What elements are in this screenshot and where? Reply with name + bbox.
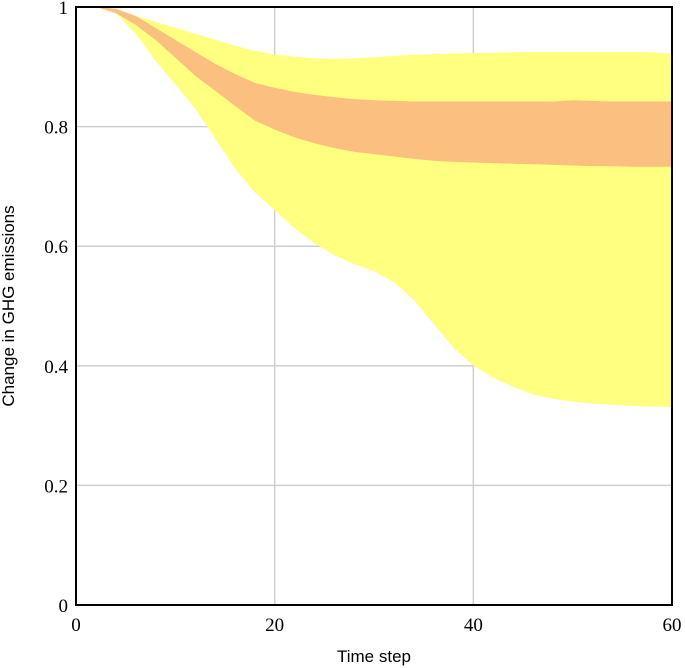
outer-band xyxy=(76,7,672,408)
inner-band xyxy=(76,7,672,167)
y-tick-label: 0.2 xyxy=(44,476,68,497)
x-tick-label: 40 xyxy=(464,615,483,636)
plot-frame xyxy=(75,6,673,606)
y-tick-label: 0.4 xyxy=(44,357,68,378)
y-tick-label: 0.8 xyxy=(44,118,68,139)
x-tick-label: 20 xyxy=(265,615,284,636)
x-axis-title: Time step xyxy=(337,647,411,666)
y-axis-title: Change in GHG emissions xyxy=(0,205,18,406)
y-tick-label: 0.6 xyxy=(44,237,68,258)
y-tick-label: 0 xyxy=(59,596,69,617)
x-tick-label: 0 xyxy=(71,615,81,636)
y-tick-label: 1 xyxy=(59,0,69,19)
x-tick-label: 60 xyxy=(663,615,682,636)
tick-labels: 0 20 40 60 0 0.2 0.4 0.6 0.8 1 xyxy=(44,0,681,636)
bands xyxy=(76,7,672,408)
